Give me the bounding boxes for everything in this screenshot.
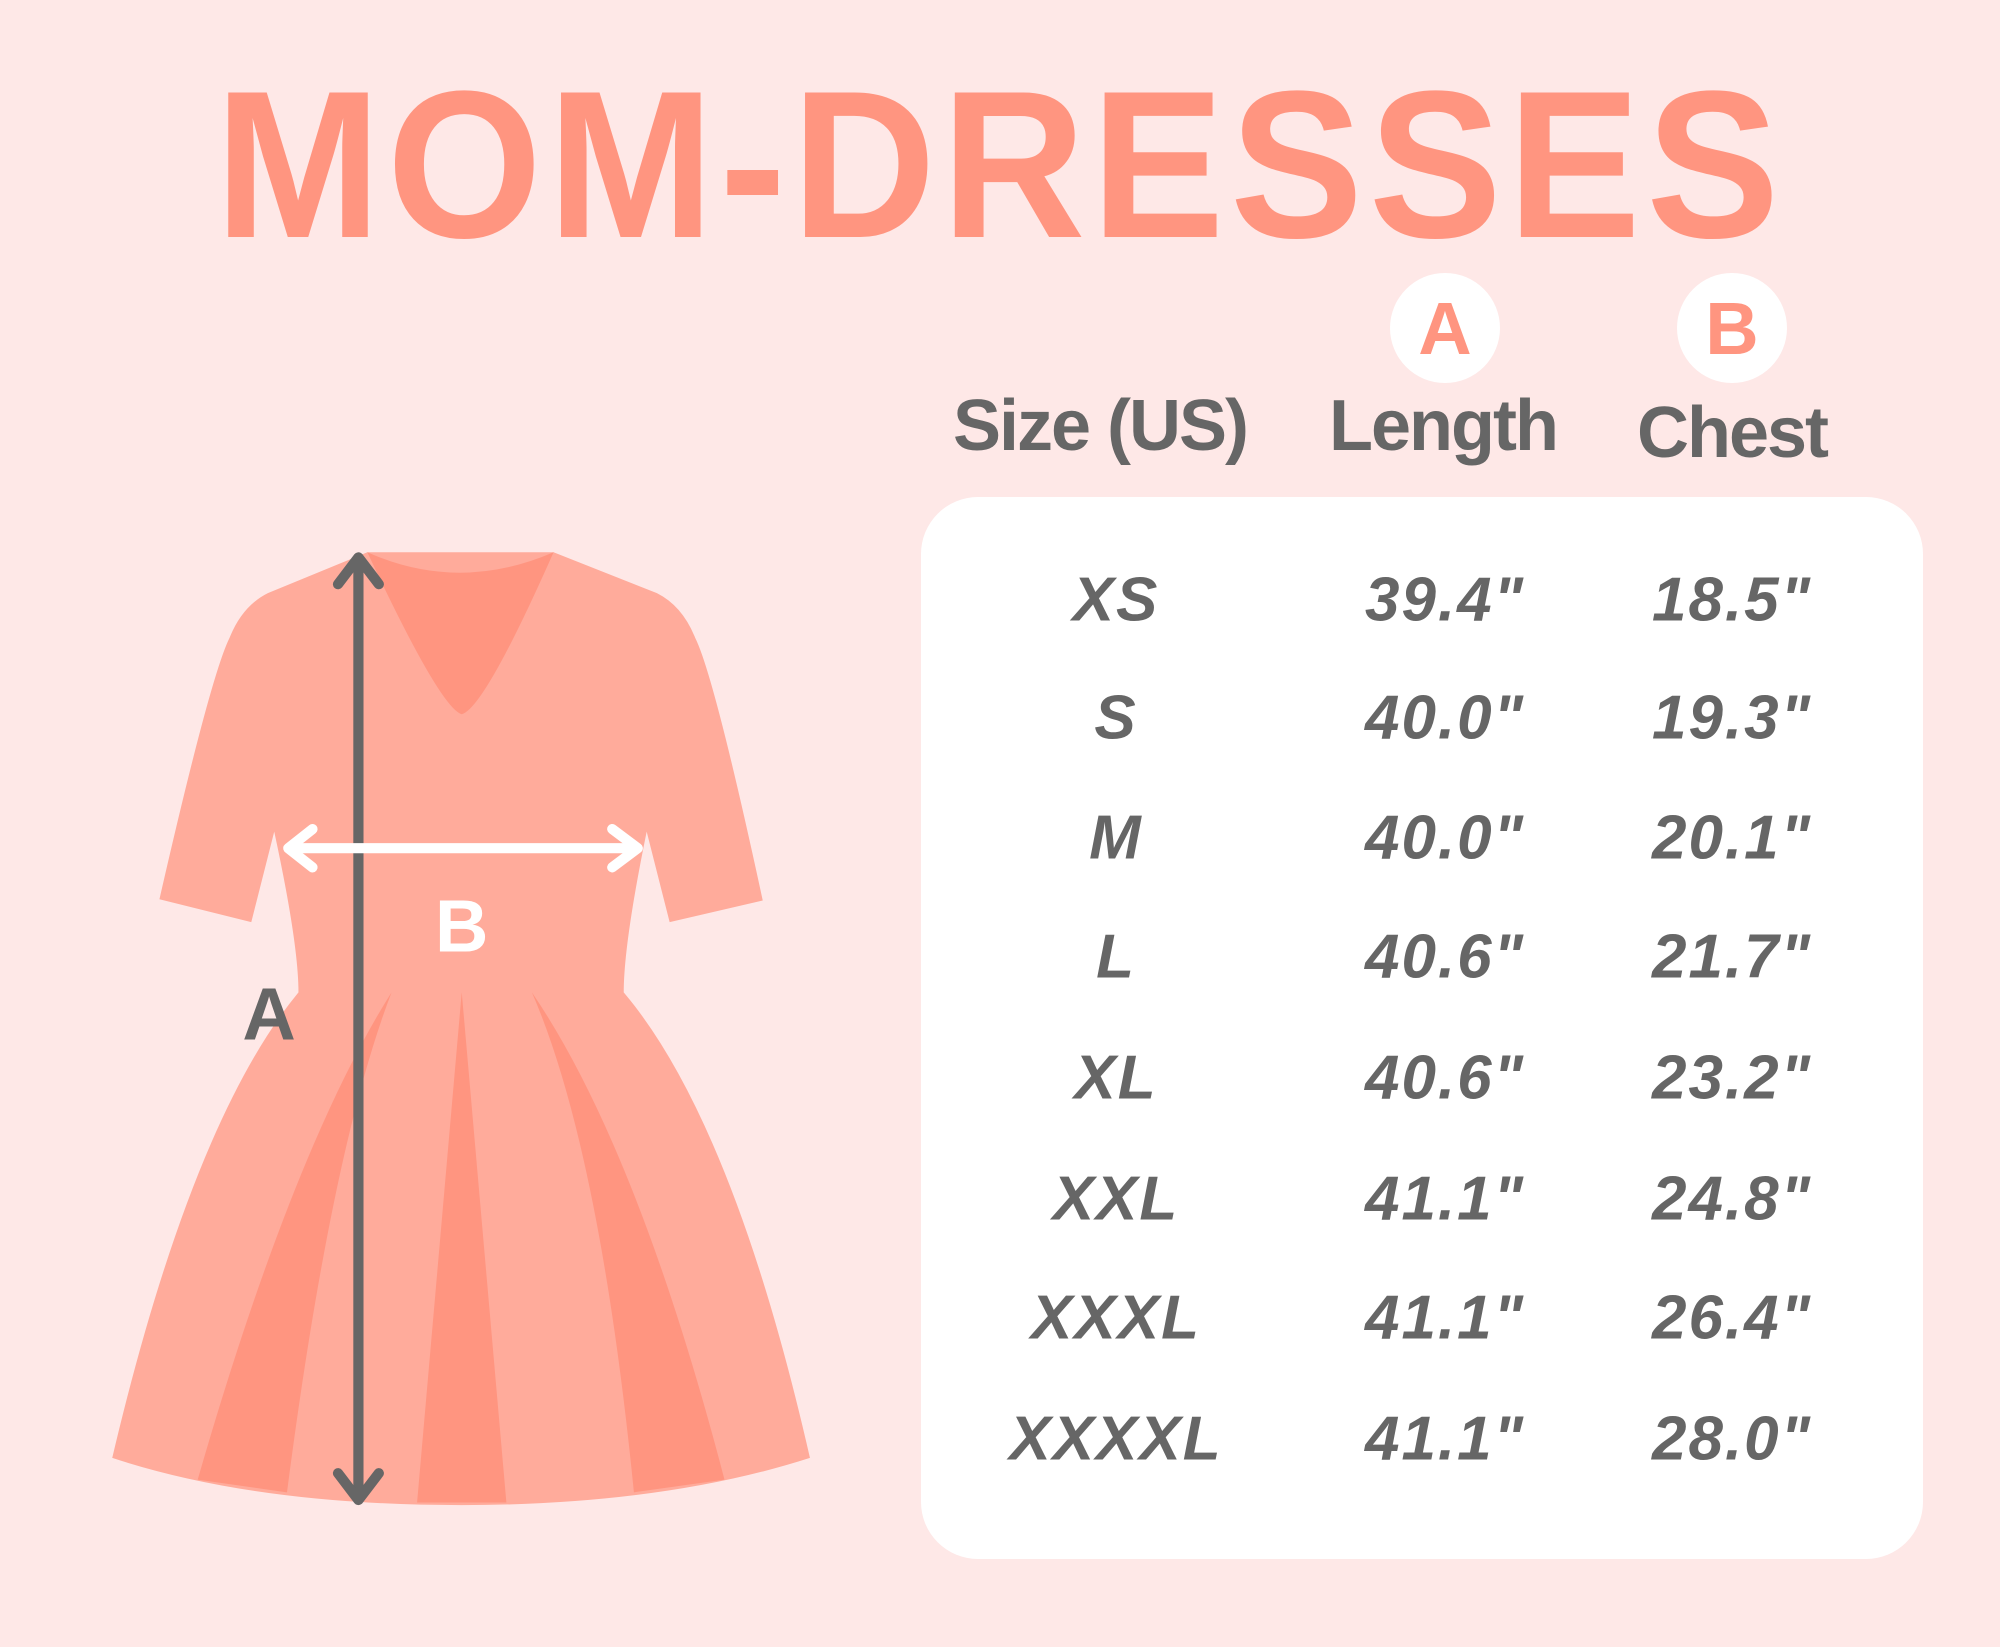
length-badge: A	[1390, 273, 1500, 383]
dress-fold-left	[197, 992, 392, 1493]
size-table-panel	[921, 497, 1923, 1559]
cell-length: 41.1"	[1364, 1404, 1526, 1474]
cell-size: M	[1089, 803, 1143, 873]
cell-chest: 20.1"	[1651, 803, 1813, 873]
cell-length: 40.6"	[1364, 1043, 1526, 1113]
cell-length: 41.1"	[1364, 1164, 1526, 1234]
cell-chest: 19.3"	[1651, 683, 1813, 753]
dress-fold-right	[531, 992, 725, 1493]
cell-chest: 24.8"	[1651, 1164, 1813, 1234]
cell-size: XS	[1072, 565, 1160, 635]
page-title: MOM-DRESSES	[214, 47, 1786, 282]
length-arrow	[332, 552, 384, 1506]
chest-arrow	[283, 823, 643, 873]
cell-size: XL	[1074, 1043, 1158, 1113]
cell-size: XXXL	[1031, 1283, 1201, 1353]
cell-chest: 28.0"	[1651, 1404, 1813, 1474]
cell-chest: 26.4"	[1651, 1283, 1813, 1353]
header-size: Size (US)	[952, 386, 1249, 466]
chest-badge: B	[1677, 273, 1787, 383]
cell-size: XXL	[1052, 1164, 1180, 1234]
diagram-label-a: A	[242, 973, 295, 1056]
header-length: Length	[1329, 386, 1559, 466]
diagram-label-b: B	[435, 885, 488, 968]
header-chest: Chest	[1636, 393, 1829, 473]
cell-size: S	[1094, 683, 1138, 753]
dress-neckline	[367, 552, 554, 715]
dress-fold-middle	[417, 992, 507, 1503]
cell-length: 41.1"	[1364, 1283, 1526, 1353]
cell-length: 40.0"	[1364, 803, 1526, 873]
cell-length: 39.4"	[1364, 565, 1526, 635]
cell-length: 40.0"	[1364, 683, 1526, 753]
cell-chest: 21.7"	[1651, 922, 1813, 992]
cell-chest: 23.2"	[1651, 1043, 1813, 1113]
cell-chest: 18.5"	[1651, 565, 1813, 635]
cell-size: XXXXL	[1009, 1404, 1223, 1474]
cell-size: L	[1096, 922, 1136, 992]
cell-length: 40.6"	[1364, 922, 1526, 992]
